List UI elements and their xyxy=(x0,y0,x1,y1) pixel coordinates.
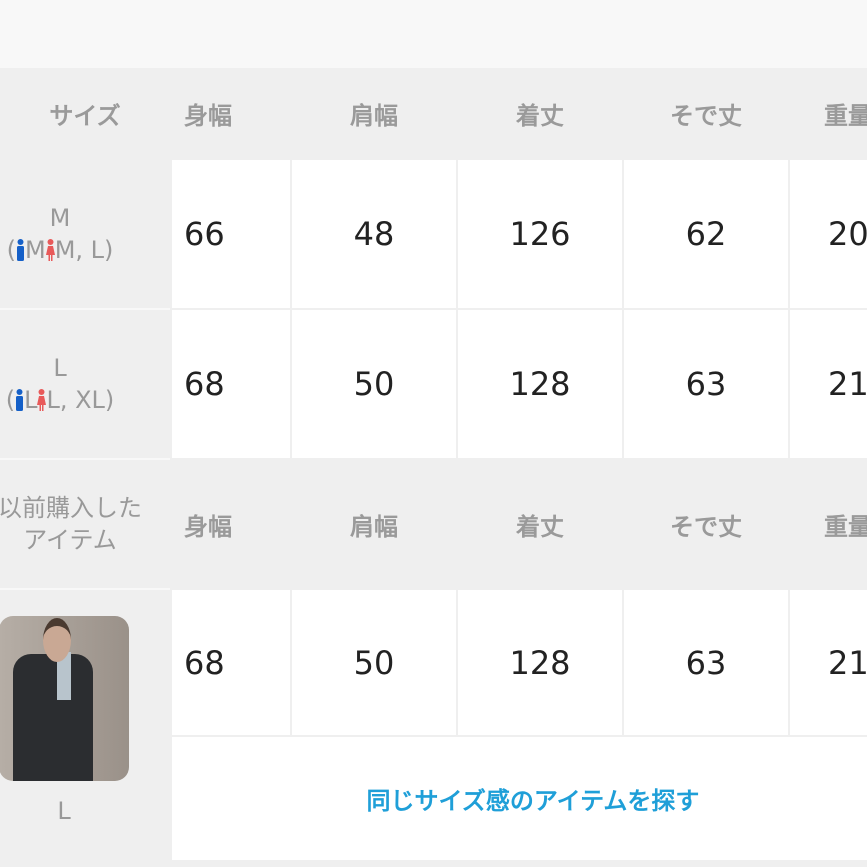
size-name: M xyxy=(49,203,71,232)
paren: ( xyxy=(5,386,16,414)
size-table: サイズ 身幅 肩幅 着丈 そで丈 重量 M (M M, L) 66 48 126 … xyxy=(0,68,867,867)
divider xyxy=(0,588,170,590)
header-col: 身幅 xyxy=(184,101,232,130)
male-figure-icon xyxy=(16,389,24,411)
header-col: そで丈 xyxy=(670,512,742,541)
divider xyxy=(0,458,170,460)
purchased-size: L xyxy=(57,797,71,825)
header-size: サイズ xyxy=(49,101,121,130)
paren: ( xyxy=(6,236,16,264)
male-size: M xyxy=(24,236,46,264)
value-cell: 21 xyxy=(790,310,867,458)
purchased-item[interactable]: L xyxy=(0,616,129,856)
top-bar xyxy=(0,0,867,68)
value-cell: 63 xyxy=(624,310,788,458)
value-cell: 126 xyxy=(458,160,622,308)
size-equivalents: ( M M, L) xyxy=(7,234,114,266)
paren: ) xyxy=(104,236,114,264)
header-col: そで丈 xyxy=(670,101,742,130)
female-figure-icon xyxy=(37,389,47,411)
male-size: L xyxy=(24,386,38,414)
header-col: 重量 xyxy=(824,512,867,541)
male-figure-icon xyxy=(16,239,24,261)
value-cell: 63 xyxy=(624,590,788,735)
female-size: M, L xyxy=(54,236,105,264)
value-cell: 20 xyxy=(790,160,867,308)
purchased-label-line: アイテム xyxy=(23,526,117,554)
divider xyxy=(0,308,170,310)
value-cell: 62 xyxy=(624,160,788,308)
value-cell: 128 xyxy=(458,310,622,458)
value-cell: 68 xyxy=(172,310,290,458)
purchased-label-line: 以前購入した xyxy=(0,493,142,522)
size-label-m: M ( M M, L) xyxy=(0,160,150,308)
item-thumbnail[interactable] xyxy=(0,616,129,781)
size-label-l: L ( L L, XL) xyxy=(0,310,150,458)
value-cell: 128 xyxy=(458,590,622,735)
header-col: 重量 xyxy=(824,101,867,130)
header-col: 肩幅 xyxy=(350,101,398,130)
value-cell: 48 xyxy=(292,160,456,308)
female-size: L, XL xyxy=(46,386,105,414)
purchased-label: 以前購入した アイテム xyxy=(0,460,170,588)
header-col: 身幅 xyxy=(184,512,232,541)
value-cell: 50 xyxy=(292,310,456,458)
find-similar-size-link[interactable]: 同じサイズ感のアイテムを探す xyxy=(172,737,867,860)
header-col: 着丈 xyxy=(516,101,564,130)
size-equivalents: ( L L, XL) xyxy=(6,384,115,416)
value-cell: 66 xyxy=(172,160,290,308)
value-cell: 50 xyxy=(292,590,456,735)
header-col: 肩幅 xyxy=(350,512,398,541)
header-col: 着丈 xyxy=(516,512,564,541)
size-name: L xyxy=(53,353,67,382)
female-figure-icon xyxy=(45,239,55,261)
value-cell: 68 xyxy=(172,590,290,735)
value-cell: 21 xyxy=(790,590,867,735)
link-text[interactable]: 同じサイズ感のアイテムを探す xyxy=(366,787,700,815)
paren: ) xyxy=(104,386,115,414)
